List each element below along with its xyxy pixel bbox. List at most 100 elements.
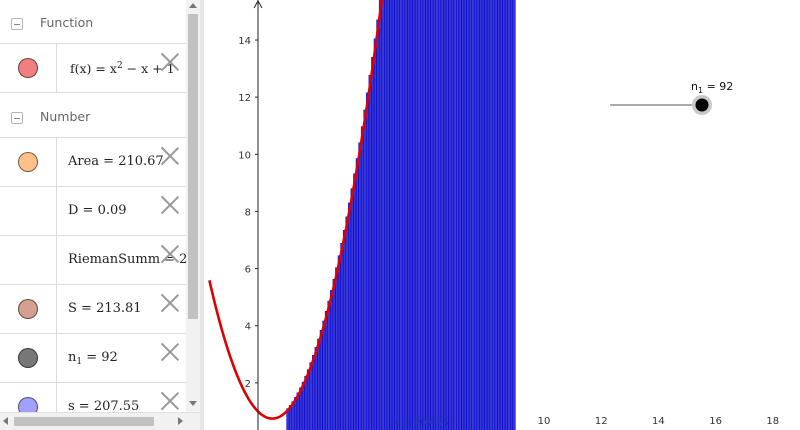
scroll-down-arrow-icon[interactable] xyxy=(189,401,197,406)
riemann-bar xyxy=(324,310,328,430)
delete-close-icon[interactable] xyxy=(160,391,180,411)
riemann-bar xyxy=(448,0,452,430)
riemann-bar xyxy=(309,362,313,430)
riemann-bar xyxy=(492,0,496,430)
riemann-bar xyxy=(438,0,442,430)
delete-close-icon[interactable] xyxy=(160,195,180,215)
x-tick-label: 18 xyxy=(766,416,779,427)
function-rhs-base: x xyxy=(109,61,117,76)
function-definition[interactable]: f(x) = x2 − x + 1 xyxy=(70,61,175,76)
riemann-bar xyxy=(479,0,483,430)
d-value[interactable]: D = 0.09 xyxy=(68,203,127,218)
group-header-number[interactable]: Number xyxy=(0,94,186,138)
y-tick-label: 12 xyxy=(238,93,251,104)
riemann-bar xyxy=(502,0,506,430)
slider-label-name: n xyxy=(691,80,698,93)
riemann-bar xyxy=(453,0,457,430)
slider-knob[interactable] xyxy=(695,98,709,112)
visibility-marble-icon[interactable] xyxy=(18,348,38,368)
algebra-view: Function f(x) = x2 − x + 1 Number xyxy=(0,0,200,430)
x-tick-label: 16 xyxy=(709,416,722,427)
visibility-marble-icon[interactable] xyxy=(18,299,38,319)
riemann-bar xyxy=(463,0,467,430)
riemann-bar xyxy=(366,92,370,430)
riemann-bar xyxy=(489,0,493,430)
riemann-bar xyxy=(481,0,485,430)
y-tick-label: 6 xyxy=(245,265,251,276)
group-header-function[interactable]: Function xyxy=(0,0,186,44)
slider-n1[interactable]: n1 = 92 xyxy=(610,80,733,115)
algebra-row-d[interactable]: D = 0.09 xyxy=(0,187,186,236)
panel-divider[interactable] xyxy=(200,0,204,430)
collapse-function-icon[interactable] xyxy=(11,18,23,30)
upper-sum-value[interactable]: S = 213.81 xyxy=(68,301,142,316)
riemann-bar xyxy=(430,0,434,430)
graph-canvas[interactable]: 2 4 6 8 10 12 14 10 12 14 16 18 s = 207.55 n1 = 92 xyxy=(204,0,800,430)
algebra-row-upper-sum[interactable]: S = 213.81 xyxy=(0,285,186,334)
function-curve[interactable] xyxy=(208,0,395,420)
slider-label-sub: 1 xyxy=(698,86,703,95)
vertical-scrollbar[interactable] xyxy=(186,0,200,412)
riemann-bar xyxy=(425,0,429,430)
collapse-number-icon[interactable] xyxy=(11,112,23,124)
x-axis-ticks: 10 12 14 16 18 xyxy=(538,416,780,427)
visibility-marble-icon[interactable] xyxy=(18,58,38,78)
riemann-bar xyxy=(345,216,349,430)
visibility-marble-icon[interactable] xyxy=(18,397,38,412)
riemann-bar xyxy=(376,19,380,430)
delete-close-icon[interactable] xyxy=(160,342,180,362)
riemann-bar xyxy=(445,0,449,430)
riemann-bar xyxy=(386,0,390,430)
vertical-scroll-thumb[interactable] xyxy=(188,14,198,319)
delete-close-icon[interactable] xyxy=(160,293,180,313)
riemann-bar xyxy=(412,0,416,430)
riemann-bar xyxy=(322,320,326,430)
y-axis-arrow-icon xyxy=(253,0,263,9)
n1-subscript: 1 xyxy=(76,357,83,367)
riemann-bar xyxy=(499,0,503,430)
scroll-right-arrow-icon[interactable] xyxy=(178,417,183,425)
riemann-bar xyxy=(312,354,316,430)
n1-value-text: = 92 xyxy=(82,350,118,365)
algebra-row-function-f[interactable]: f(x) = x2 − x + 1 xyxy=(0,44,186,93)
graphics-view[interactable]: 2 4 6 8 10 12 14 10 12 14 16 18 s = 207.55 n1 = 92 xyxy=(204,0,800,430)
riemansumm-value[interactable]: RiemanSumm = 213 xyxy=(68,252,186,267)
riemann-bar xyxy=(350,188,354,430)
x-tick-label: 12 xyxy=(595,416,608,427)
scroll-left-arrow-icon[interactable] xyxy=(3,417,8,425)
delete-close-icon[interactable] xyxy=(160,52,180,72)
horizontal-scrollbar[interactable] xyxy=(0,412,200,430)
slider-label: n1 = 92 xyxy=(691,80,733,95)
delete-close-icon[interactable] xyxy=(160,146,180,166)
y-tick-label: 8 xyxy=(245,207,251,218)
riemann-bar xyxy=(504,0,508,430)
scroll-up-arrow-icon[interactable] xyxy=(189,3,197,8)
n1-value[interactable]: n1 = 92 xyxy=(68,350,118,367)
algebra-row-lower-sum[interactable]: s = 207.55 xyxy=(0,383,186,412)
riemann-bar xyxy=(510,0,514,430)
riemann-bar xyxy=(355,158,359,430)
marble-cell xyxy=(0,44,57,92)
marble-cell xyxy=(0,383,57,412)
area-value[interactable]: Area = 210.67 xyxy=(68,154,164,169)
riemann-bar xyxy=(314,347,318,430)
y-axis-ticks: 2 4 6 8 10 12 14 xyxy=(238,36,258,390)
riemann-bar xyxy=(471,0,475,430)
delete-close-icon[interactable] xyxy=(160,244,180,264)
lower-sum-value[interactable]: s = 207.55 xyxy=(68,399,140,412)
algebra-row-riemansumm[interactable]: RiemanSumm = 213 xyxy=(0,236,186,285)
visibility-marble-icon[interactable] xyxy=(18,152,38,172)
riemann-bar xyxy=(381,0,385,430)
horizontal-scroll-thumb[interactable] xyxy=(14,417,154,426)
algebra-row-area[interactable]: Area = 210.67 xyxy=(0,138,186,187)
riemann-bar xyxy=(440,0,444,430)
riemann-bar xyxy=(476,0,480,430)
riemann-bar xyxy=(371,57,375,430)
group-title-number: Number xyxy=(40,109,91,124)
x-tick-label: 10 xyxy=(538,416,551,427)
riemann-bar xyxy=(456,0,460,430)
riemann-bar xyxy=(461,0,465,430)
riemann-bar xyxy=(340,242,344,430)
algebra-row-n1[interactable]: n1 = 92 xyxy=(0,334,186,383)
marble-cell xyxy=(0,334,57,382)
